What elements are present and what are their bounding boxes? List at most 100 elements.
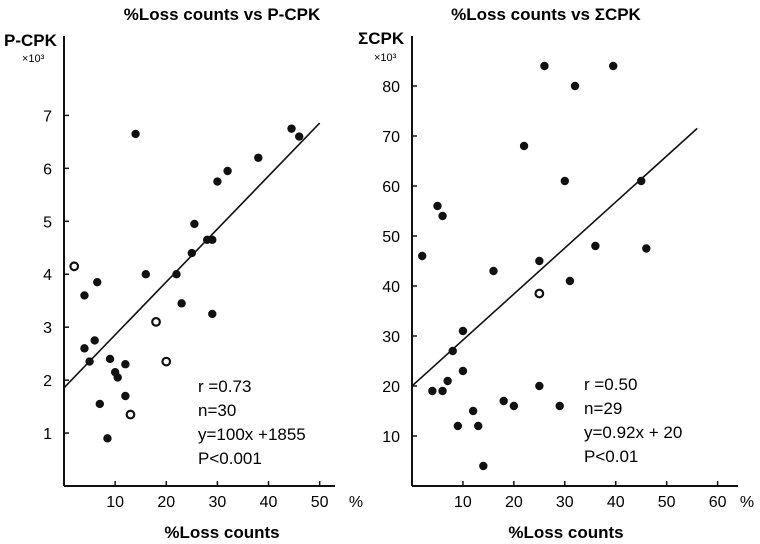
right-data-point <box>570 81 580 91</box>
left-y-tick-label: 4 <box>43 267 52 284</box>
left-data-point <box>105 354 115 364</box>
left-data-point <box>95 399 104 409</box>
right-data-point <box>642 244 651 253</box>
chart-right: %Loss counts vs ΣCPK ΣCPK ×10³ % %Loss c… <box>358 5 754 542</box>
right-y-tick-label: 30 <box>382 329 400 346</box>
left-stat-line: P<0.001 <box>198 449 262 468</box>
left-data-point <box>113 373 122 382</box>
right-data-point <box>519 141 529 151</box>
right-x-tick-label: 30 <box>556 494 574 511</box>
chart-left-ylabel: P-CPK <box>4 31 58 50</box>
chart-right-xlabel: %Loss counts <box>508 523 623 542</box>
left-data-point <box>141 270 151 279</box>
right-data-point <box>535 256 544 266</box>
right-data-point <box>433 201 442 211</box>
left-data-point <box>190 219 199 229</box>
left-x-tick-label: 20 <box>157 494 175 511</box>
left-data-point <box>187 248 197 258</box>
right-stat-line: y=0.92x + 20 <box>584 423 682 442</box>
right-x-tick-label: 20 <box>505 494 523 511</box>
left-data-point <box>103 434 112 443</box>
right-data-point <box>438 211 447 221</box>
chart-left-x-unit: % <box>349 494 363 511</box>
chart-right-title: %Loss counts vs ΣCPK <box>451 5 641 24</box>
right-y-tick-label: 60 <box>382 179 400 196</box>
left-data-point <box>223 166 232 176</box>
left-data-point <box>177 299 186 308</box>
right-data-point <box>535 381 544 391</box>
chart-left-title: %Loss counts vs P-CPK <box>124 5 321 24</box>
right-data-point-open <box>534 288 545 299</box>
right-data-point <box>458 326 468 336</box>
left-stat-line: r =0.73 <box>198 377 251 396</box>
right-data-point <box>499 396 508 406</box>
chart-right-ylabel: ΣCPK <box>358 29 405 48</box>
chart-left-xlabel: %Loss counts <box>164 523 279 542</box>
left-data-point <box>172 270 181 279</box>
right-y-tick-label: 80 <box>382 79 400 96</box>
right-y-tick-label: 20 <box>382 379 400 396</box>
chart-left-ylabel-multiplier: ×10³ <box>22 53 45 65</box>
right-data-point <box>453 421 463 431</box>
left-data-point <box>80 291 89 300</box>
left-data-point-open <box>125 409 136 420</box>
left-stat-line: n=30 <box>198 401 236 420</box>
right-stat-line: r =0.50 <box>584 375 637 394</box>
right-stat-line: n=29 <box>584 399 622 418</box>
right-data-point <box>448 346 457 356</box>
left-data-point <box>131 129 140 139</box>
right-x-tick-label: 40 <box>607 494 625 511</box>
right-x-tick-label: 60 <box>709 494 727 511</box>
right-y-tick-label: 40 <box>382 279 400 296</box>
left-data-point <box>208 309 217 319</box>
right-data-point <box>458 366 468 376</box>
left-data-point-open <box>151 316 161 327</box>
left-x-tick-label: 10 <box>106 494 124 511</box>
right-data-point <box>565 276 575 286</box>
right-data-point <box>560 176 570 186</box>
left-data-point <box>295 132 304 141</box>
right-stat-line: P<0.01 <box>584 447 638 466</box>
right-data-point <box>443 376 452 386</box>
left-data-point <box>93 277 102 287</box>
right-data-point <box>428 386 437 396</box>
right-y-tick-label: 70 <box>382 129 400 146</box>
left-data-point <box>121 391 130 401</box>
left-data-point <box>208 235 217 245</box>
right-x-tick-label: 50 <box>658 494 676 511</box>
left-data-point <box>287 124 296 133</box>
left-data-point <box>213 177 222 186</box>
right-data-point <box>489 266 498 276</box>
left-data-point <box>80 344 89 353</box>
chart-right-x-unit: % <box>740 494 754 511</box>
right-data-point <box>417 251 427 261</box>
left-data-point-open <box>69 261 80 272</box>
right-data-point <box>468 406 478 416</box>
left-x-tick-label: 30 <box>208 494 226 511</box>
left-data-point <box>254 153 263 162</box>
chart-left: %Loss counts vs P-CPK P-CPK ×10³ % %Loss… <box>4 5 363 542</box>
right-data-point <box>540 61 549 71</box>
left-y-tick-label: 2 <box>43 373 52 390</box>
left-y-tick-label: 5 <box>43 214 52 231</box>
right-x-tick-label: 10 <box>454 494 472 511</box>
right-data-point <box>555 401 564 411</box>
chart-right-ylabel-multiplier: ×10³ <box>374 52 397 64</box>
left-x-tick-label: 50 <box>311 494 329 511</box>
right-y-tick-label: 50 <box>382 229 400 246</box>
left-data-point <box>85 357 94 366</box>
right-data-point <box>474 421 483 431</box>
right-data-point <box>609 61 618 71</box>
right-data-point <box>438 386 447 396</box>
left-x-tick-label: 40 <box>260 494 278 511</box>
right-data-point <box>509 401 519 411</box>
right-data-point <box>591 241 600 251</box>
right-data-point <box>479 461 488 471</box>
right-data-point <box>637 176 646 186</box>
left-y-tick-label: 3 <box>43 320 52 337</box>
left-data-point-open <box>161 356 172 367</box>
left-data-point <box>121 360 130 369</box>
left-data-point <box>90 336 99 345</box>
left-y-tick-label: 6 <box>43 161 52 178</box>
